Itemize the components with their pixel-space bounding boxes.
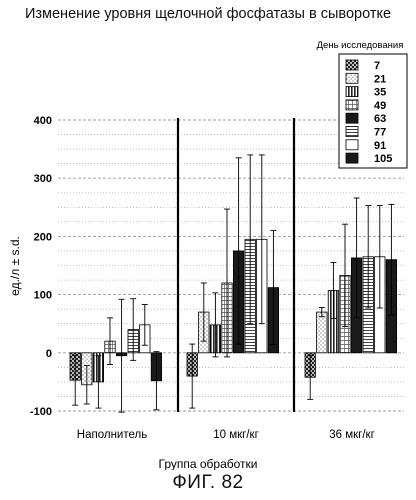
y-tick-label: -100 — [30, 406, 52, 418]
legend-label: 77 — [374, 127, 386, 139]
legend-label: 91 — [374, 140, 386, 152]
y-tick-label: 300 — [34, 173, 52, 185]
legend-swatch — [346, 113, 358, 123]
legend-swatch — [346, 87, 358, 97]
figure-label: ФИГ. 82 — [0, 472, 416, 494]
y-tick-label: 200 — [34, 231, 52, 243]
legend-swatch — [346, 73, 358, 83]
x-tick-label: 36 мкг/кг — [329, 429, 375, 441]
legend-label: 7 — [374, 60, 380, 72]
legend-swatch — [346, 153, 358, 163]
legend-box — [339, 54, 407, 168]
legend-swatch — [346, 60, 358, 70]
x-tick-label: 10 мкг/кг — [213, 429, 259, 441]
legend-label: 35 — [374, 87, 386, 99]
legend-swatch — [346, 127, 358, 137]
legend-label: 21 — [374, 73, 386, 85]
y-axis-label: ед./л ± s.d. — [8, 236, 22, 296]
legend-swatch — [346, 100, 358, 110]
y-tick-label: 400 — [34, 115, 52, 127]
serum-alkaline-phosphatase-chart: -100 0 100 200 300 400 ед./л ± s.d. Наполните… — [0, 0, 416, 470]
legend-label: 63 — [374, 113, 386, 125]
legend-label: 49 — [374, 100, 386, 112]
x-tick-label: Наполнитель — [77, 429, 147, 441]
legend-title: День исследования — [317, 40, 404, 51]
y-tick-label: 100 — [34, 290, 52, 302]
bars — [70, 155, 397, 412]
legend-swatch — [346, 140, 358, 150]
bar-day-21 — [317, 312, 327, 353]
y-tick-label: 0 — [46, 348, 52, 360]
legend-label: 105 — [374, 153, 392, 165]
legend: День исследования 721 354963 7791105 — [317, 40, 407, 168]
y-axis-ticks: -100 0 100 200 300 400 — [30, 115, 52, 418]
x-axis-label: Группа обработки — [159, 457, 258, 470]
